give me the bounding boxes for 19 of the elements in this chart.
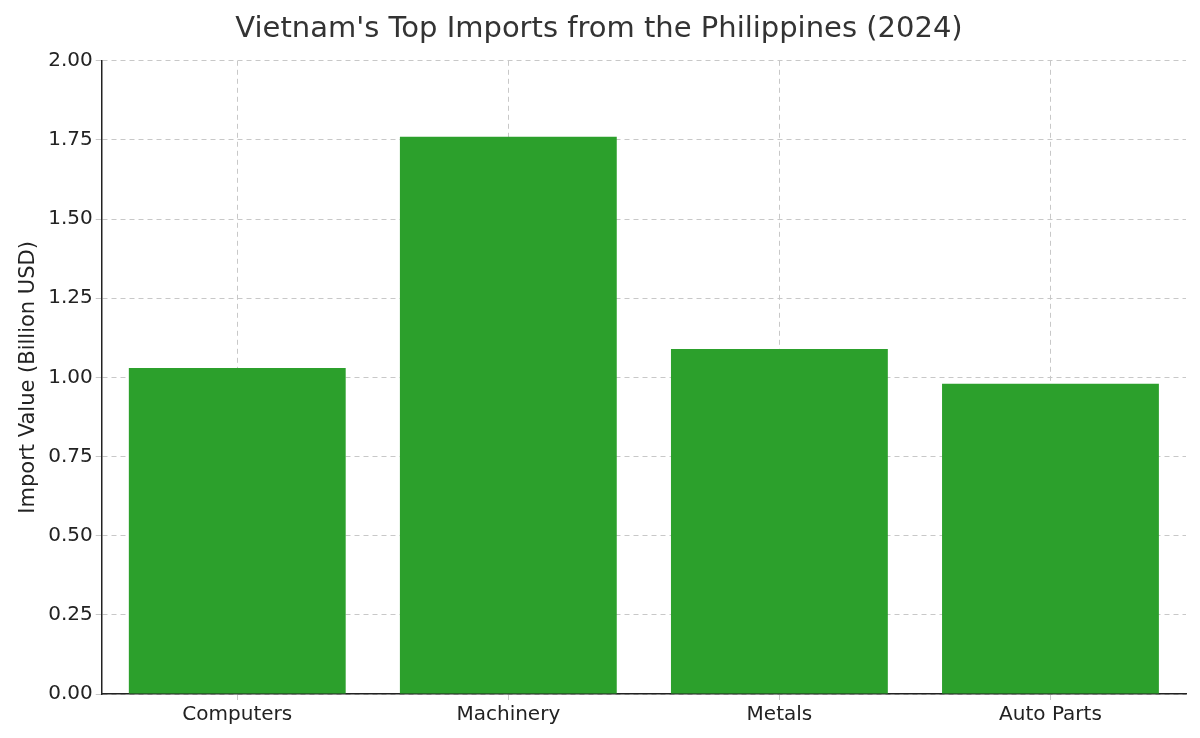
y-tick-label: 0.00 xyxy=(48,680,93,705)
bar xyxy=(942,383,1159,694)
chart-title: Vietnam's Top Imports from the Philippines (2024) xyxy=(235,9,963,44)
y-tick-label: 1.50 xyxy=(48,205,93,230)
y-tick-label: 1.75 xyxy=(48,126,93,151)
y-tick-label: 0.25 xyxy=(48,601,93,626)
x-tick-label: Metals xyxy=(746,701,813,726)
y-tick-label: 1.25 xyxy=(48,284,93,309)
x-tick-label: Machinery xyxy=(456,701,561,726)
y-axis-title: Import Value (Billion USD) xyxy=(15,241,40,514)
x-tick-label: Computers xyxy=(182,701,293,726)
bar xyxy=(128,367,346,694)
bar xyxy=(670,348,888,694)
y-tick-label: 0.50 xyxy=(48,521,93,546)
x-tick-label: Auto Parts xyxy=(999,701,1102,726)
y-tick-label: 2.00 xyxy=(48,47,93,71)
bar xyxy=(399,136,617,694)
y-tick-label: 1.00 xyxy=(48,363,93,388)
y-tick-label: 0.75 xyxy=(48,442,93,467)
